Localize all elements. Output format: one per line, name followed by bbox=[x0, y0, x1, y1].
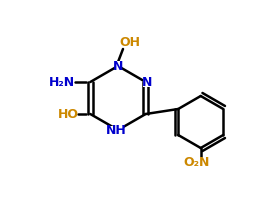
Bar bbox=[52, 77, 73, 87]
Bar bbox=[61, 109, 75, 119]
Text: NH: NH bbox=[106, 124, 126, 138]
Text: HO: HO bbox=[58, 107, 79, 120]
Bar bbox=[123, 37, 137, 47]
Text: O₂N: O₂N bbox=[183, 155, 210, 169]
Text: OH: OH bbox=[119, 35, 140, 48]
Bar bbox=[109, 126, 123, 136]
Text: N: N bbox=[141, 76, 152, 89]
Text: N: N bbox=[113, 60, 123, 72]
Text: H₂N: H₂N bbox=[49, 76, 75, 89]
Bar bbox=[143, 77, 150, 87]
Bar bbox=[115, 61, 122, 71]
Bar bbox=[186, 157, 207, 167]
